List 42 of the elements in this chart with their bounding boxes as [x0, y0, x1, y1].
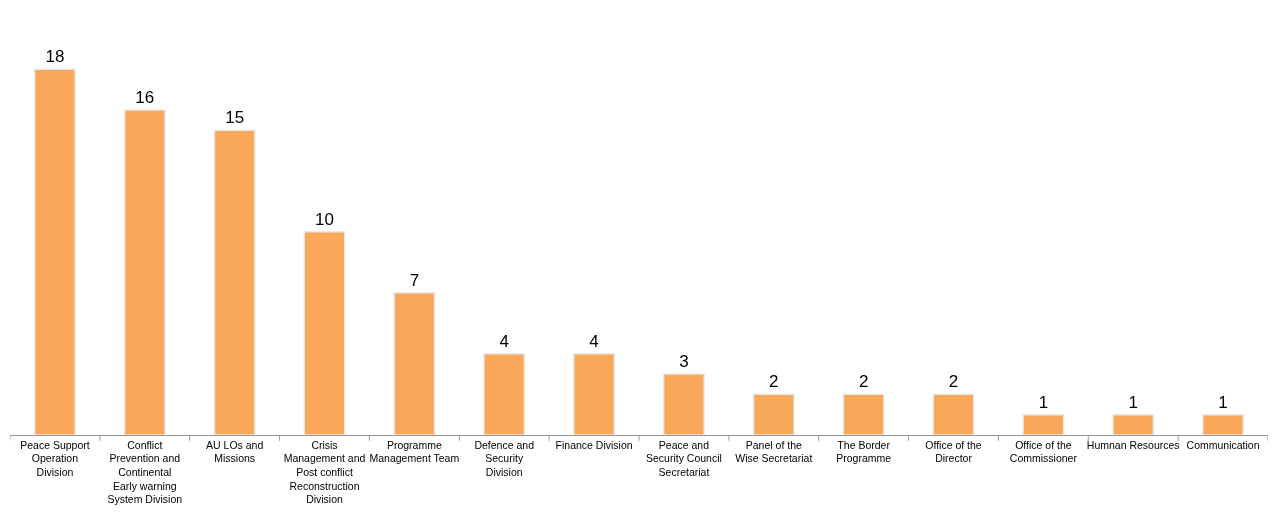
x-tick-label: Communication — [1186, 438, 1260, 451]
x-tick-label: AU LOs and Missions — [206, 438, 264, 465]
bar — [1202, 413, 1245, 435]
bar — [33, 68, 76, 435]
bar — [213, 129, 256, 435]
data-label: 18 — [45, 47, 65, 67]
x-tick-label: Peace and Security Council Secretariat — [645, 438, 722, 478]
x-tick-label: Panel of the Wise Secretariat — [735, 438, 813, 465]
bar — [662, 373, 705, 435]
bar — [393, 292, 436, 435]
x-tick-label: Conflict Prevention and Continental Early warning System Division — [107, 438, 183, 506]
bar — [483, 352, 526, 435]
bar — [1112, 413, 1155, 435]
x-tick-label: Humnan Resources — [1086, 438, 1180, 451]
bar — [573, 352, 616, 435]
data-label: 1 — [1128, 392, 1138, 412]
x-tick-label: Peace Support Operation Division — [20, 438, 90, 478]
bar — [932, 393, 975, 435]
data-label: 4 — [589, 331, 599, 351]
data-label: 10 — [315, 209, 334, 229]
bar — [752, 393, 795, 435]
data-label: 4 — [499, 331, 509, 351]
x-tick-label: Office of the Commissioner — [1009, 438, 1078, 465]
data-label: 1 — [1038, 392, 1049, 412]
bar — [1022, 413, 1065, 435]
data-label: 15 — [225, 108, 245, 128]
bar — [123, 109, 166, 435]
x-tick-label: Programme Management Team — [369, 438, 460, 465]
data-label: 2 — [948, 372, 959, 392]
data-label: 16 — [135, 87, 155, 107]
x-tick-label: Office of the Director — [925, 438, 982, 465]
x-tick-label: Finance Division — [555, 438, 633, 451]
data-label: 2 — [769, 372, 779, 392]
x-tick-label: The Border Programme — [836, 438, 892, 465]
x-tick-label: Crisis Management and Post conflict Reconstruction Division — [283, 438, 366, 506]
data-label: 7 — [409, 270, 420, 290]
data-label: 1 — [1218, 392, 1228, 412]
bar — [842, 393, 885, 435]
bar — [303, 231, 346, 435]
data-label: 3 — [679, 352, 689, 372]
x-tick-label: Defence and Security Division — [474, 438, 535, 478]
data-label: 2 — [858, 372, 869, 392]
